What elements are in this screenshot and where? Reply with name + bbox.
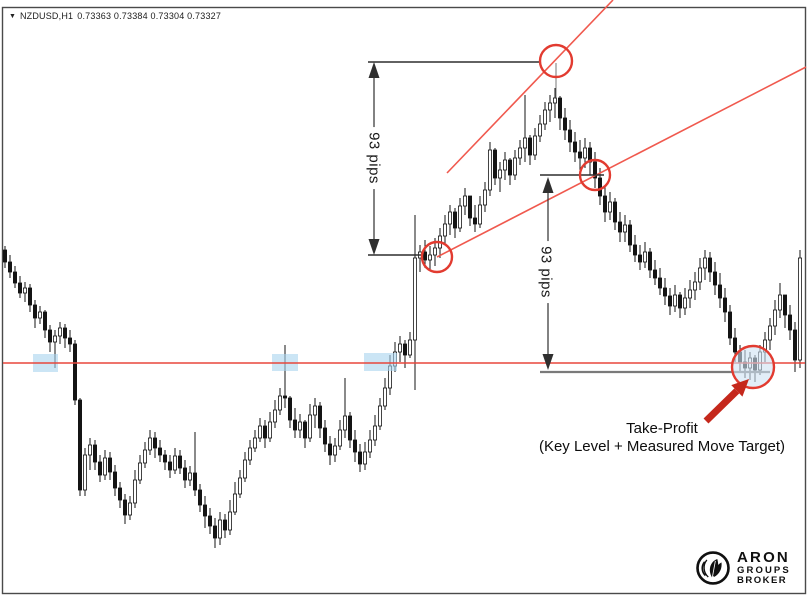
logo-line-broker: BROKER bbox=[737, 574, 788, 586]
ohlc-quote-values: 0.73363 0.73384 0.73304 0.73327 bbox=[77, 11, 222, 21]
take-profit-title: Take-Profit bbox=[626, 420, 698, 437]
take-profit-subtitle: (Key Level + Measured Move Target) bbox=[538, 437, 786, 455]
symbol-timeframe-label: NZDUSD,H1 bbox=[19, 11, 74, 21]
broker-logo: ARON GROUPS BROKER bbox=[696, 550, 791, 586]
aron-groups-logo-icon bbox=[696, 551, 730, 585]
logo-line-aron: ARON bbox=[737, 549, 790, 566]
measured-move-label-2: 93 pips bbox=[537, 241, 555, 303]
take-profit-annotation: Take-Profit (Key Level + Measured Move T… bbox=[527, 420, 797, 455]
measured-move-label-1: 93 pips bbox=[365, 127, 383, 189]
chart-header: ▼ NZDUSD,H1 0.73363 0.73384 0.73304 0.73… bbox=[9, 11, 221, 21]
chevron-down-icon[interactable]: ▼ bbox=[9, 12, 16, 20]
logo-line-groups: GROUPS bbox=[737, 565, 791, 576]
